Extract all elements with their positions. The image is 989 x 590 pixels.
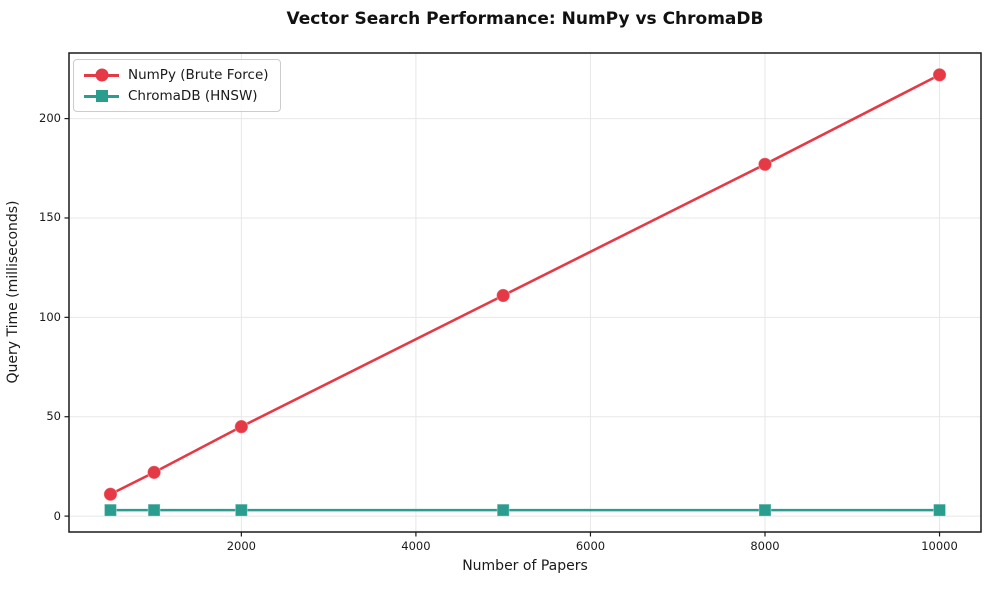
y-tick-label: 100 (39, 309, 61, 324)
numpy-line-swatch (84, 68, 119, 82)
series-line-0 (109, 73, 941, 496)
marker-square-1 (758, 503, 772, 517)
x-tick-label: 4000 (401, 539, 431, 553)
marker-square-1 (147, 503, 161, 517)
legend-label-numpy: NumPy (Brute Force) (128, 67, 269, 83)
marker-circle-0 (932, 67, 947, 82)
marker-square-1 (496, 503, 510, 517)
marker-circle-0 (757, 157, 773, 172)
marker-circle-0 (496, 288, 511, 303)
marker-circle-0 (146, 465, 162, 480)
chromadb-line-swatch (84, 89, 119, 103)
marker-square-1 (234, 503, 248, 517)
legend-item-numpy: NumPy (Brute Force) (84, 67, 269, 83)
marker-square-1 (933, 503, 947, 517)
legend: NumPy (Brute Force) ChromaDB (HNSW) (73, 59, 281, 112)
y-tick-label: 50 (46, 409, 61, 424)
y-tick-label: 150 (39, 210, 61, 225)
marker-circle-0 (103, 487, 118, 502)
x-tick-label: 2000 (226, 539, 256, 553)
y-tick-label: 0 (53, 508, 61, 523)
x-tick-label: 8000 (750, 539, 780, 553)
marker-circle-0 (234, 419, 249, 434)
plot-border (68, 52, 982, 533)
x-tick-label: 6000 (575, 539, 606, 553)
marker-square-1 (103, 503, 117, 517)
legend-item-chromadb: ChromaDB (HNSW) (84, 88, 269, 104)
chart-title: Vector Search Performance: NumPy vs Chro… (286, 9, 764, 29)
legend-label-chromadb: ChromaDB (HNSW) (128, 88, 258, 104)
x-axis-label: Number of Papers (462, 558, 588, 574)
x-tick-label: 10000 (921, 539, 958, 553)
y-tick-label: 200 (39, 111, 61, 126)
